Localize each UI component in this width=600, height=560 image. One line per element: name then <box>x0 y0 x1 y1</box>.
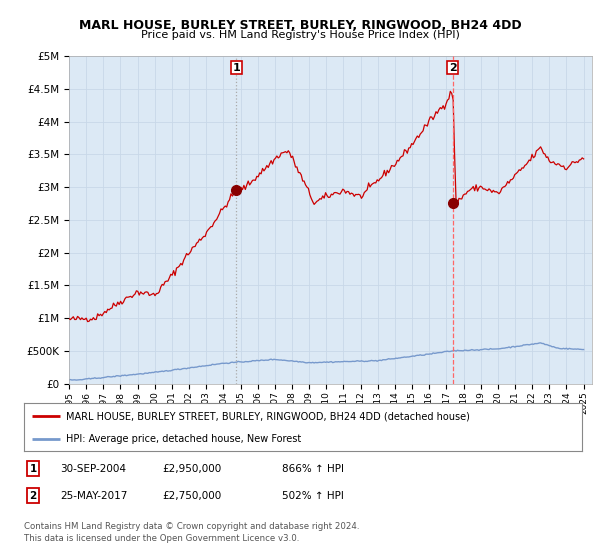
Text: Contains HM Land Registry data © Crown copyright and database right 2024.
This d: Contains HM Land Registry data © Crown c… <box>24 522 359 543</box>
Text: £2,750,000: £2,750,000 <box>162 491 221 501</box>
Text: 1: 1 <box>232 63 240 73</box>
Text: Price paid vs. HM Land Registry's House Price Index (HPI): Price paid vs. HM Land Registry's House … <box>140 30 460 40</box>
Text: 2: 2 <box>29 491 37 501</box>
Text: 30-SEP-2004: 30-SEP-2004 <box>60 464 126 474</box>
Text: HPI: Average price, detached house, New Forest: HPI: Average price, detached house, New … <box>66 434 301 444</box>
Text: MARL HOUSE, BURLEY STREET, BURLEY, RINGWOOD, BH24 4DD: MARL HOUSE, BURLEY STREET, BURLEY, RINGW… <box>79 19 521 32</box>
Text: MARL HOUSE, BURLEY STREET, BURLEY, RINGWOOD, BH24 4DD (detached house): MARL HOUSE, BURLEY STREET, BURLEY, RINGW… <box>66 411 470 421</box>
Text: £2,950,000: £2,950,000 <box>162 464 221 474</box>
Text: 25-MAY-2017: 25-MAY-2017 <box>60 491 127 501</box>
Text: 1: 1 <box>29 464 37 474</box>
Text: 502% ↑ HPI: 502% ↑ HPI <box>282 491 344 501</box>
Text: 2: 2 <box>449 63 457 73</box>
Text: 866% ↑ HPI: 866% ↑ HPI <box>282 464 344 474</box>
